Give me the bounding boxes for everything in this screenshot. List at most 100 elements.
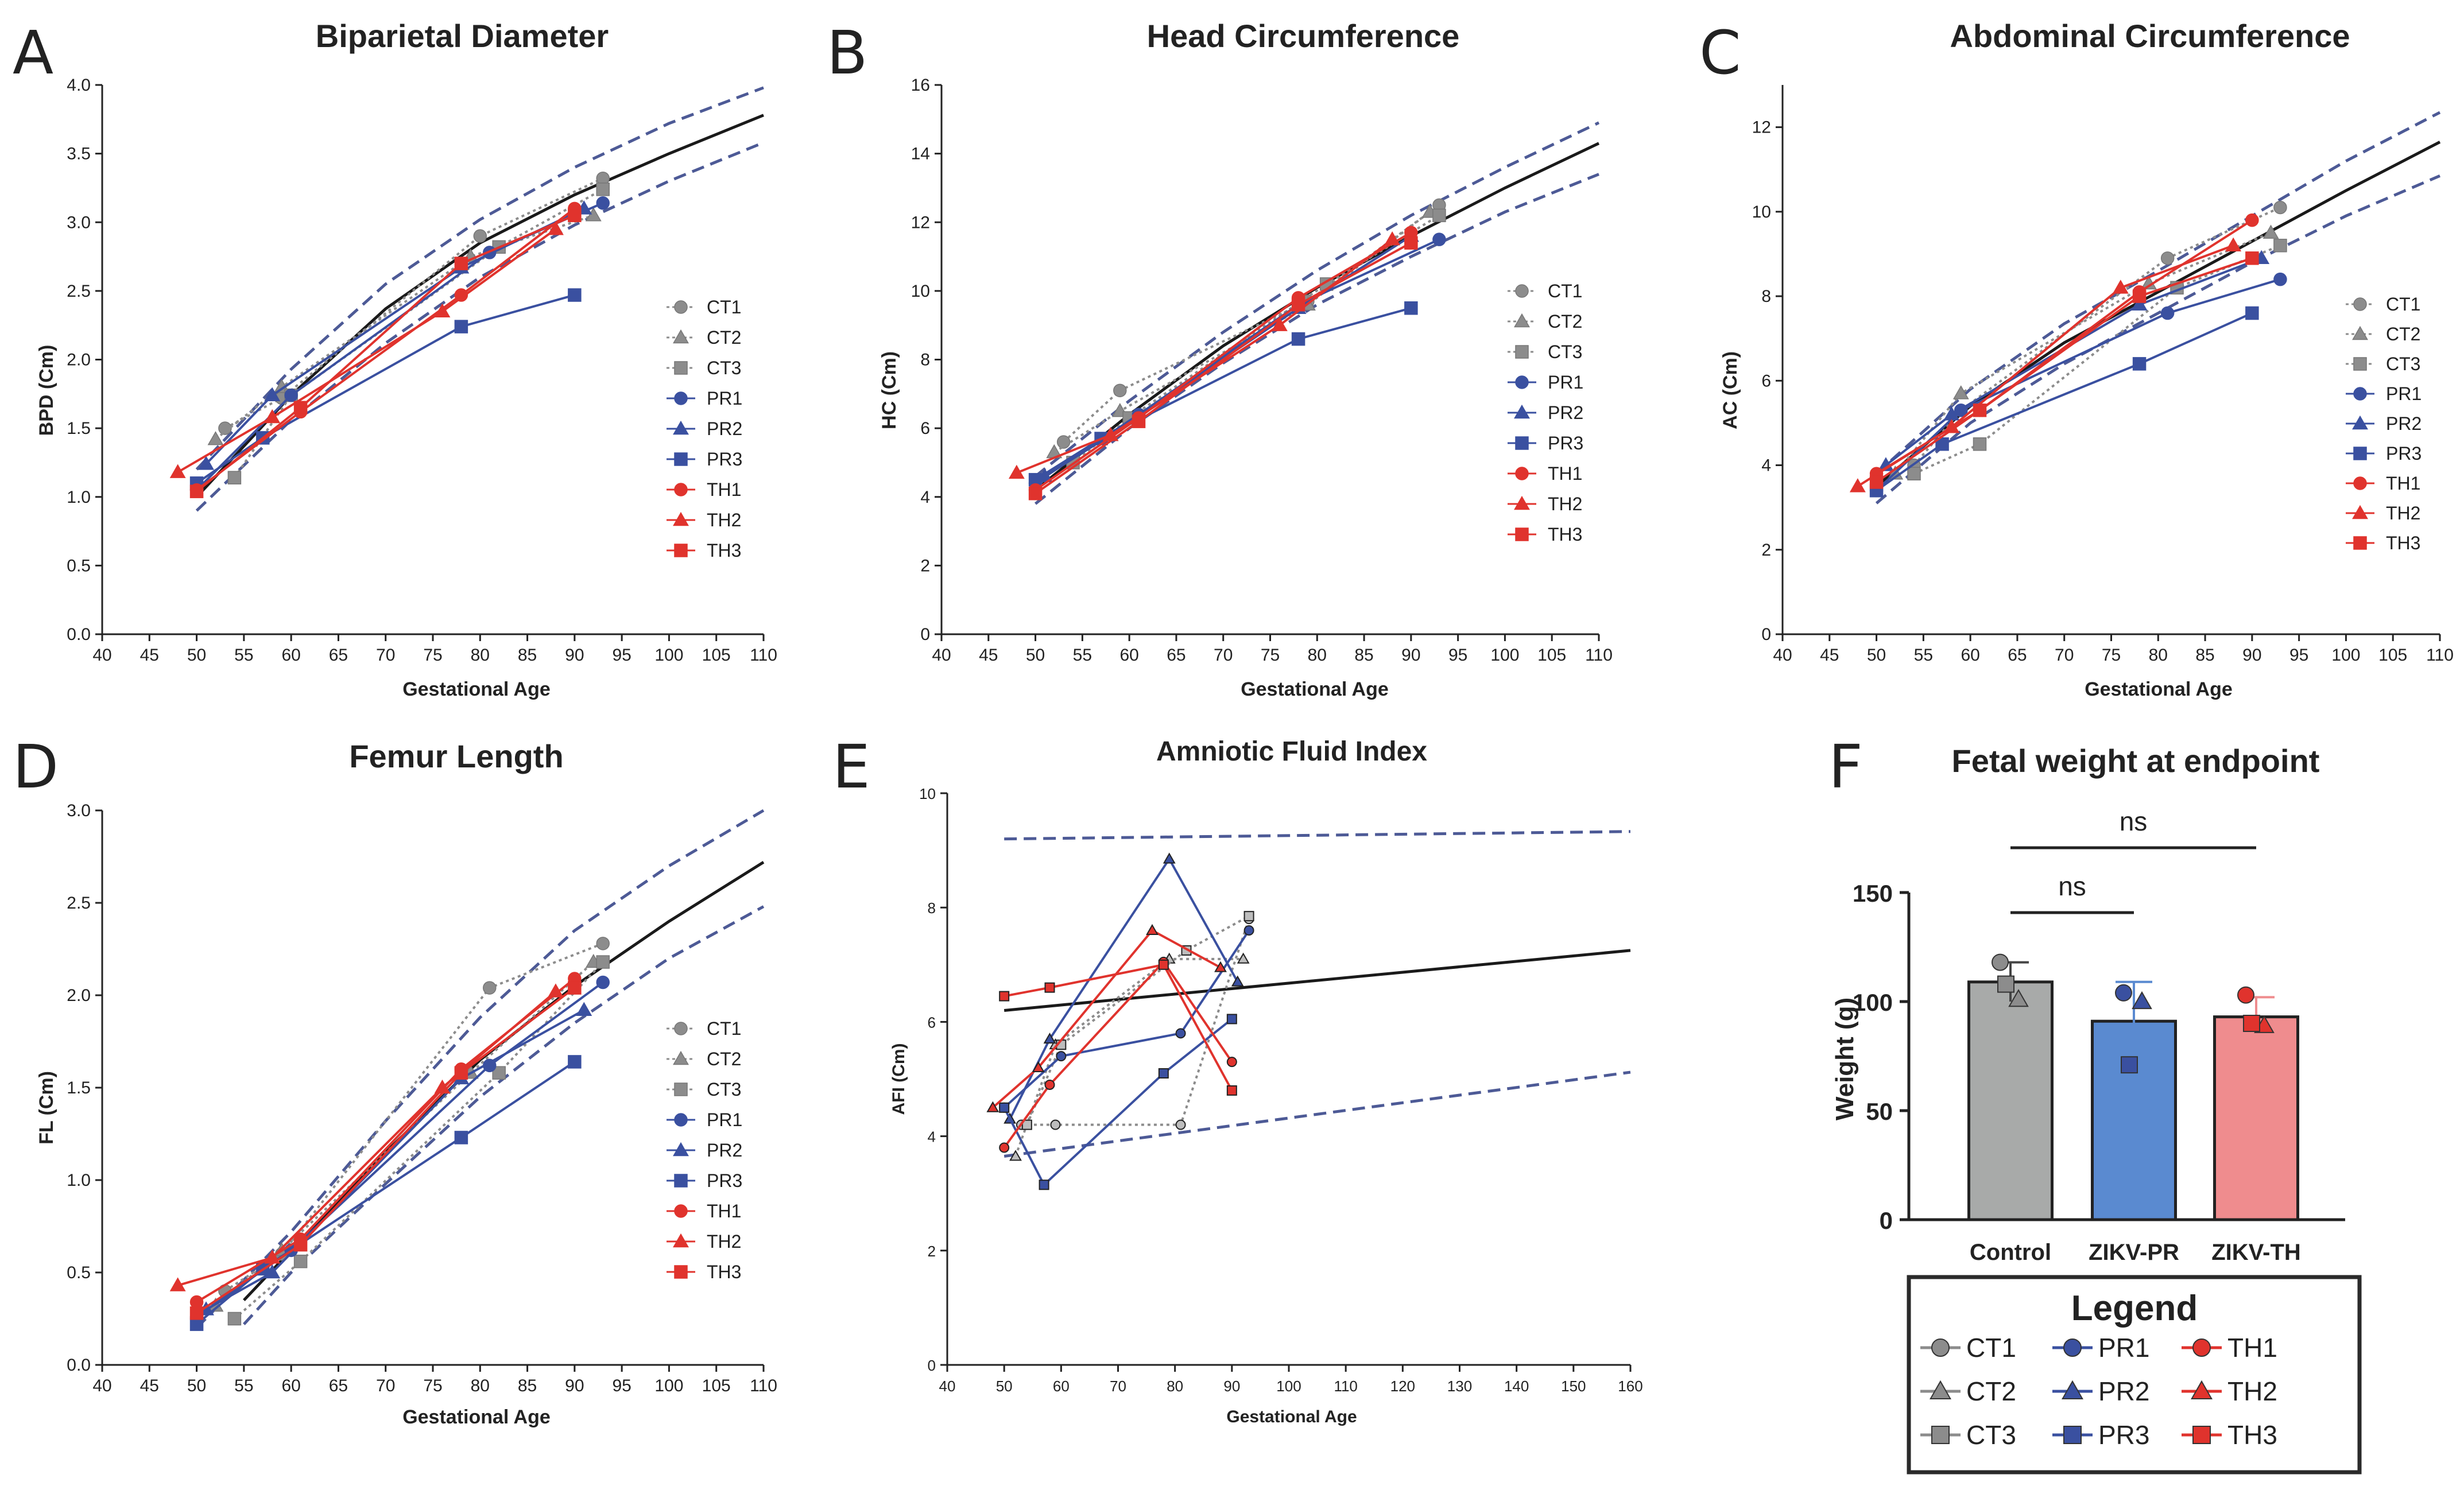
reference-lower-bound	[243, 905, 765, 1325]
point-th3	[189, 1306, 204, 1320]
series-th3-line	[1004, 963, 1233, 1091]
legend-frame	[1907, 1275, 2362, 1475]
legend-marker-ct2	[1930, 1380, 1951, 1399]
point-pr1	[596, 196, 610, 210]
point-th3	[1404, 236, 1418, 250]
x-tick-label: 85	[518, 646, 537, 665]
reference-upper-bound	[195, 86, 764, 471]
point-pr3	[1291, 332, 1305, 346]
x-tick-label: 105	[702, 646, 731, 665]
y-tick-label: 4.0	[67, 76, 91, 95]
legend-marker-th3	[674, 1265, 688, 1279]
legend-label-pr3: PR3	[2098, 1420, 2149, 1450]
y-axis-label: AC (Cm)	[1719, 351, 1741, 429]
x-tick-label: 55	[1914, 646, 1933, 665]
x-tick-label: 80	[1308, 646, 1327, 665]
point-pr3	[454, 1131, 468, 1144]
point-th3	[1226, 1085, 1237, 1096]
x-category-label: Control	[1970, 1240, 2051, 1265]
y-tick-label: 0	[928, 1357, 936, 1374]
y-tick-label: 6	[920, 419, 930, 438]
chart-title: Abdominal Circumference	[1950, 18, 2350, 54]
series-th2-line	[177, 991, 557, 1287]
y-tick-label: 1.5	[67, 419, 91, 438]
x-tick-label: 110	[1585, 646, 1613, 665]
y-axis-label: HC (Cm)	[878, 351, 900, 429]
reference-mean-curve	[243, 861, 765, 1302]
point-pr1	[284, 388, 298, 402]
point-ct3	[2273, 238, 2287, 253]
x-tick-label: 110	[750, 1376, 777, 1395]
chart-title: Head Circumference	[1147, 18, 1460, 54]
legend-label-ct3: CT3	[1966, 1420, 2016, 1450]
point-th2	[986, 1101, 999, 1112]
x-tick-label: 85	[2195, 646, 2214, 665]
legend-marker-th3	[2192, 1426, 2211, 1444]
series-ct3-line	[233, 188, 604, 479]
legend-label-pr2: PR2	[707, 418, 742, 439]
point-pr3	[568, 1055, 582, 1069]
point-th2	[1384, 231, 1401, 246]
legend-marker-th2	[673, 1233, 689, 1248]
x-tick-label: 105	[2378, 646, 2407, 665]
y-axis-label: Weight (g)	[1831, 998, 1859, 1120]
x-tick-label: 45	[1820, 646, 1839, 665]
x-tick-label: 95	[612, 1376, 631, 1395]
x-tick-label: 45	[140, 646, 159, 665]
panel-abdominal-circumference: C Abdominal Circumference 40 45 50 55 60 65 70…	[1699, 18, 2454, 700]
x-tick-label: 55	[234, 646, 253, 665]
legend-marker-th1	[2192, 1338, 2211, 1357]
point-ct2	[1009, 1150, 1022, 1161]
legend-marker-pr3	[2063, 1426, 2082, 1444]
x-tick-label: 95	[612, 646, 631, 665]
legend-marker-pr3	[674, 452, 688, 466]
point-ct3	[1243, 911, 1254, 922]
x-tick-label: 110	[2426, 646, 2454, 665]
x-tick-label: 90	[565, 1376, 584, 1395]
x-tick-label: 95	[2289, 646, 2308, 665]
legend-label-th2: TH2	[2227, 1376, 2277, 1406]
legend-title: Legend	[2071, 1289, 2198, 1328]
legend-label-th1: TH1	[2386, 473, 2420, 494]
point-pr1	[2273, 272, 2287, 286]
point-pr1	[1243, 925, 1254, 936]
series-pr2-line	[1885, 257, 2262, 467]
x-tick-label: 70	[2055, 646, 2074, 665]
series-pr3-line	[1003, 1018, 1233, 1187]
legend-label-th3: TH3	[2386, 533, 2420, 553]
series-pr3-line	[196, 1061, 575, 1325]
legend-label-th1: TH1	[707, 1201, 741, 1221]
point-th3	[1044, 982, 1055, 993]
legend-marker-ct1	[674, 300, 688, 314]
point-ct2	[207, 431, 224, 445]
point-th3	[1132, 414, 1146, 428]
x-tick-label: 80	[1167, 1378, 1183, 1395]
point-th3	[1158, 959, 1169, 970]
legend-label-pr1: PR1	[2386, 383, 2422, 404]
legend-marker-pr1	[674, 1113, 688, 1127]
series-th1-line	[196, 207, 576, 491]
x-tick-label: 70	[376, 1376, 395, 1395]
y-tick-label: 0	[920, 625, 930, 644]
legend-label-pr1: PR1	[1548, 372, 1583, 393]
y-tick-label: 12	[911, 213, 930, 232]
y-tick-label: 0.5	[67, 1263, 91, 1282]
point-th2	[1008, 464, 1025, 479]
legend-label-ct2: CT2	[707, 1049, 741, 1069]
point-pr1	[1432, 232, 1446, 246]
y-tick-label: 14	[911, 145, 930, 164]
legend-marker-ct3	[1931, 1426, 1950, 1444]
point-th2	[2112, 280, 2129, 294]
legend-marker-ct3	[1515, 345, 1529, 359]
legend-items: CT1 PR1 TH1 CT2 PR2 TH2 CT3 PR3 TH3	[1920, 1333, 2277, 1450]
point-ct1	[2273, 200, 2287, 215]
panel-fetal-weight: F Fetal weight at endpoint 0 50 100 150 Cont…	[1828, 732, 2345, 1265]
bar-control	[1967, 980, 2054, 1221]
point-pr1	[596, 975, 610, 990]
point-th3	[1291, 298, 1305, 312]
legend-marker-ct3	[674, 1083, 688, 1096]
point-ct2	[2262, 224, 2279, 239]
bar-zikv-th	[2213, 1015, 2299, 1221]
point-ct1	[482, 981, 497, 995]
point-ct1	[1113, 383, 1127, 398]
